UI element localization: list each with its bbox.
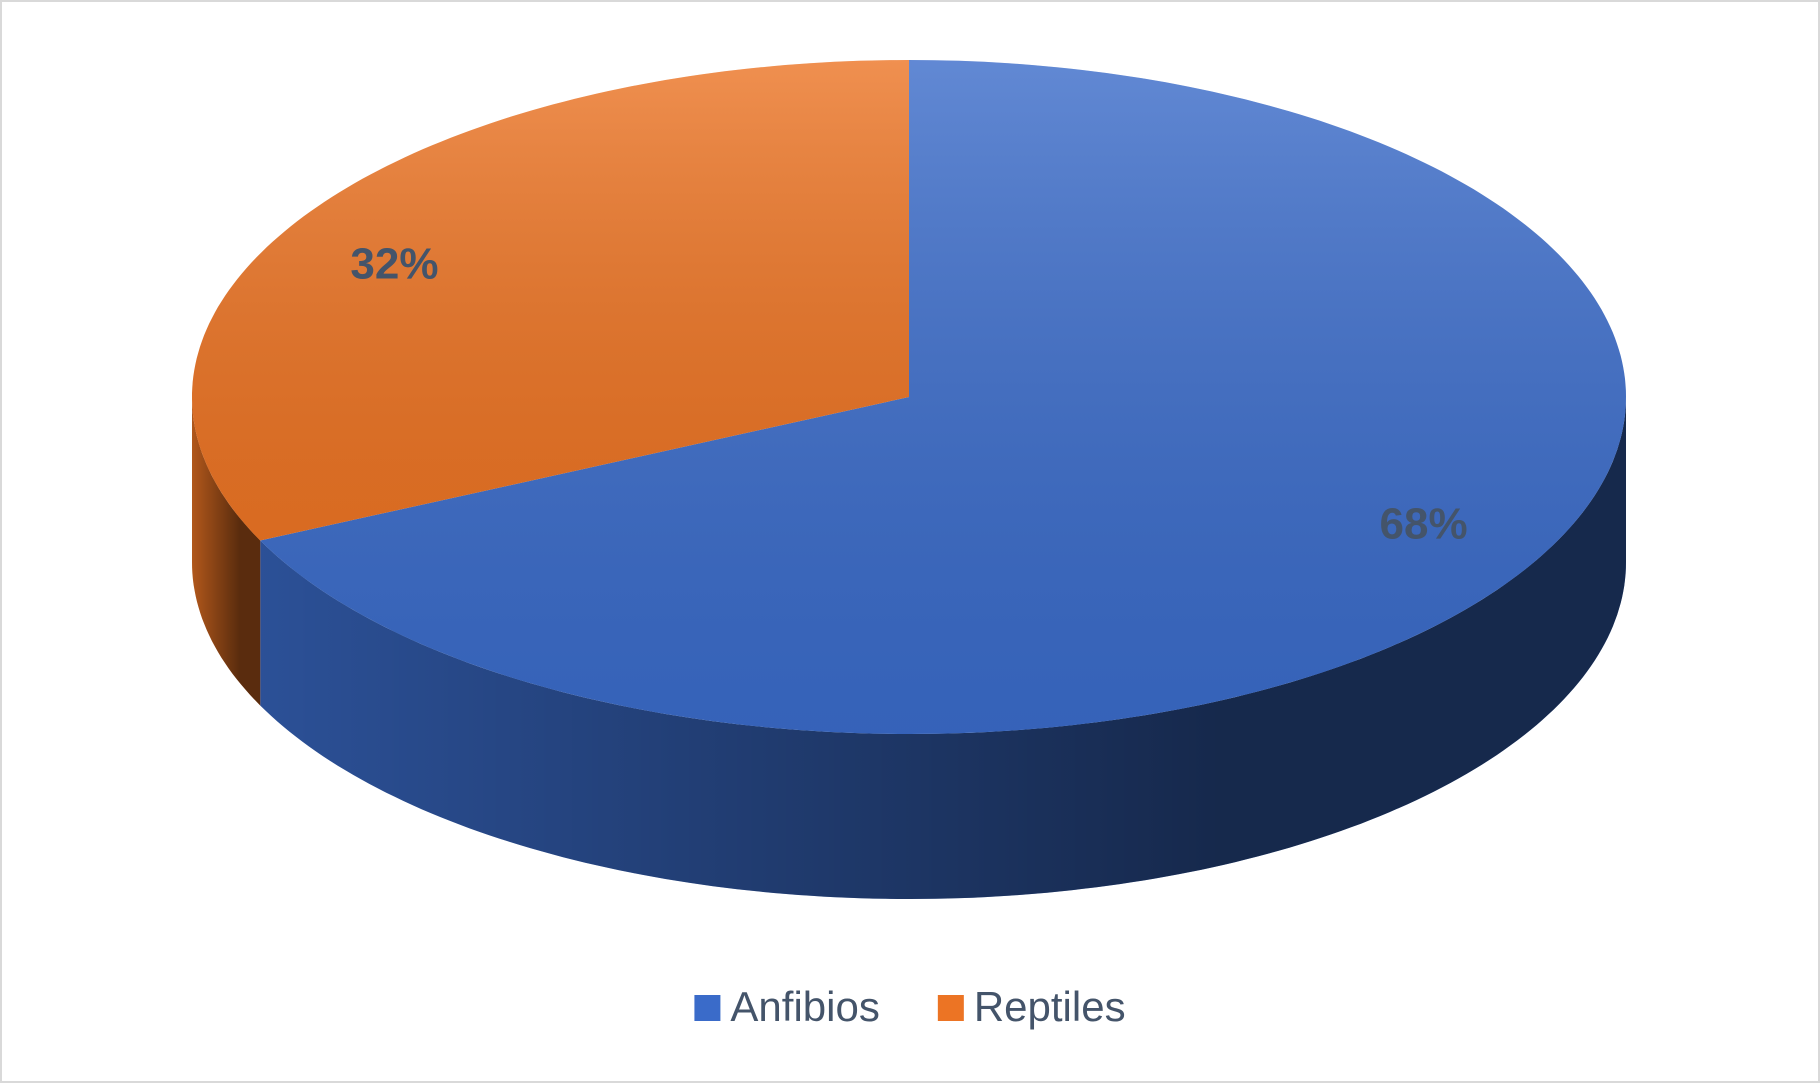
slice-side-shade [192,397,261,706]
slice-side-shade [260,397,1627,899]
value-label: 32% [350,240,438,289]
legend-label: Reptiles [974,983,1126,1030]
legend-label: Anfibios [730,983,879,1030]
legend-swatch [694,995,721,1021]
slice-shade [260,60,1627,734]
legend-swatch [937,995,964,1021]
slice-shade [192,60,909,541]
value-label: 68% [1380,500,1468,549]
